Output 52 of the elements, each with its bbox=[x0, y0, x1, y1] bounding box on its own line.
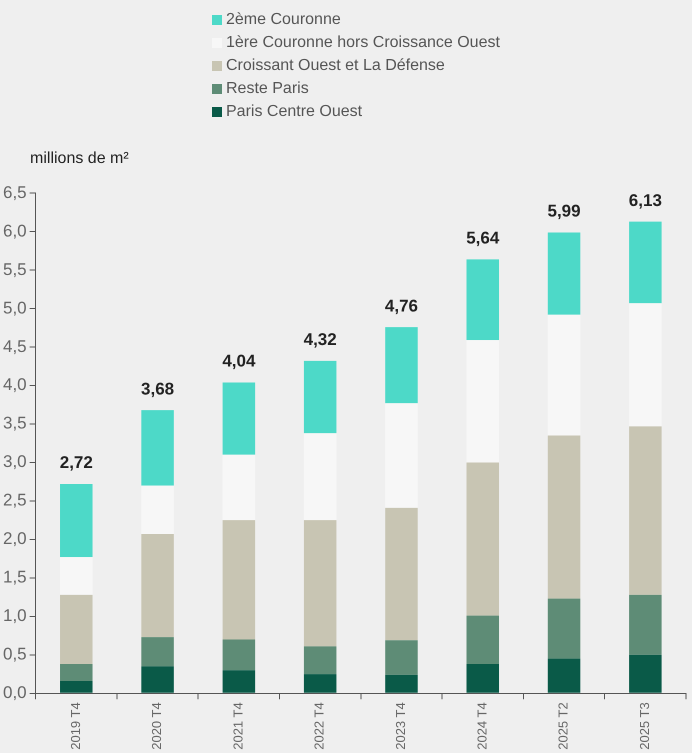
total-label: 5,64 bbox=[466, 228, 500, 248]
bar bbox=[304, 674, 336, 693]
bar bbox=[60, 680, 93, 693]
total-label: 2,72 bbox=[60, 453, 93, 472]
bar bbox=[141, 666, 174, 693]
y-tick-label: 2,0 bbox=[2, 529, 27, 548]
y-tick-label: 3,5 bbox=[2, 414, 27, 433]
y-tick-label: 6,0 bbox=[2, 221, 27, 240]
bar bbox=[466, 616, 500, 664]
x-tick-label: 2019 T4 bbox=[68, 702, 83, 750]
legend-label: Paris Centre Ouest bbox=[226, 102, 362, 122]
bar bbox=[466, 664, 500, 693]
x-tick-label: 2025 T2 bbox=[556, 702, 571, 750]
total-label: 4,76 bbox=[384, 296, 418, 316]
y-axis-title: millions de m² bbox=[30, 150, 129, 168]
x-tick-label: 2025 T3 bbox=[636, 702, 652, 750]
total-label: 5,99 bbox=[548, 202, 581, 221]
y-tick-label: 5,5 bbox=[2, 260, 27, 279]
bar bbox=[385, 674, 418, 693]
y-tick-label: 0,0 bbox=[2, 682, 27, 702]
x-tick-label: 2020 T4 bbox=[149, 702, 164, 750]
y-tick-label: 1,5 bbox=[2, 568, 27, 587]
y-tick-label: 4,5 bbox=[2, 336, 27, 356]
legend-label: Reste Paris bbox=[226, 79, 309, 99]
total-label: 4,32 bbox=[304, 330, 337, 350]
bar bbox=[304, 646, 336, 674]
y-tick-label: 2,5 bbox=[2, 490, 27, 510]
bar bbox=[385, 640, 418, 675]
total-label: 4,04 bbox=[222, 352, 256, 371]
bar bbox=[60, 664, 93, 681]
bar bbox=[141, 637, 174, 666]
bar bbox=[629, 654, 662, 693]
bar bbox=[629, 594, 662, 655]
bar bbox=[222, 670, 256, 693]
y-tick-label: 4,0 bbox=[2, 375, 27, 394]
bar bbox=[222, 639, 256, 670]
bar bbox=[548, 598, 580, 659]
y-tick-label: 0,5 bbox=[2, 644, 27, 664]
x-tick-label: 2022 T4 bbox=[312, 702, 327, 750]
total-label: 3,68 bbox=[141, 379, 174, 398]
x-tick-label: 2024 T4 bbox=[474, 702, 490, 750]
y-tick-label: 5,0 bbox=[2, 298, 27, 318]
total-label: 6,13 bbox=[628, 190, 662, 210]
y-tick-label: 1,0 bbox=[2, 606, 27, 626]
y-tick-label: 3,0 bbox=[2, 452, 27, 472]
legend-label: 1ère Couronne hors Croissance Ouest bbox=[226, 33, 500, 53]
x-tick-label: 2021 T4 bbox=[230, 702, 246, 750]
y-tick-label: 6,5 bbox=[2, 182, 27, 202]
legend-label: 2ème Couronne bbox=[226, 10, 341, 30]
x-tick-label: 2023 T4 bbox=[393, 702, 408, 750]
legend-label: Croissant Ouest et La Défense bbox=[226, 56, 445, 76]
bar bbox=[548, 658, 580, 693]
